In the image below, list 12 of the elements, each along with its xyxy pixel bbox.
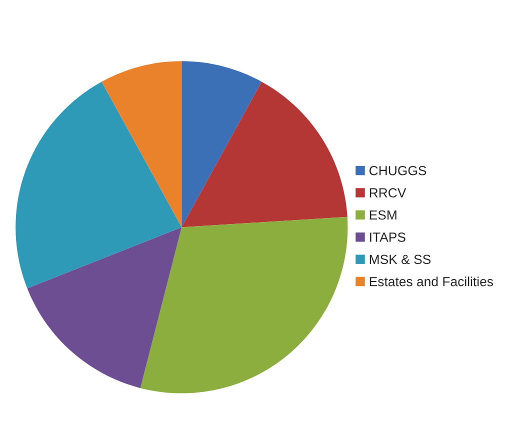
legend-label: ITAPS — [370, 232, 406, 242]
legend-label: RRCV — [370, 188, 406, 198]
pie-slice — [182, 82, 348, 228]
pie-slice — [27, 227, 182, 388]
pie-slice — [140, 216, 348, 394]
pie-slice — [16, 82, 182, 288]
legend-label: MSK & SS — [370, 254, 431, 264]
legend-label: ESM — [370, 210, 396, 220]
pie-slice — [102, 61, 182, 228]
legend-label: Estates and Facilities — [370, 276, 494, 286]
pie-slice — [182, 61, 262, 228]
legend-label: CHUGGS — [369, 166, 426, 176]
